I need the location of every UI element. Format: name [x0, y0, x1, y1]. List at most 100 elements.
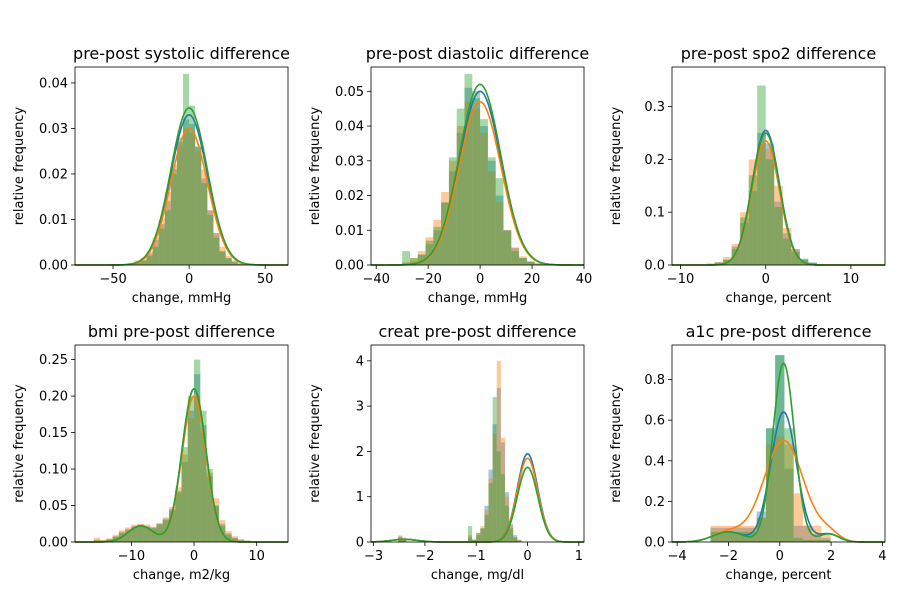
histogram-bar — [194, 360, 200, 542]
y-tick-label: 0.01 — [39, 213, 68, 228]
x-axis-label: change, mmHg — [132, 291, 231, 306]
x-tick-label: 10 — [843, 272, 860, 287]
histogram-bar — [213, 238, 219, 265]
y-tick-label: 0.0 — [644, 259, 665, 274]
y-tick-label: 0.03 — [39, 122, 68, 137]
histogram-bar — [153, 247, 159, 265]
histogram-bar — [794, 538, 803, 542]
x-axis-label: change, percent — [726, 568, 832, 583]
subplot-title: pre-post spo2 difference — [681, 44, 877, 63]
histogram-bar — [775, 355, 784, 542]
y-axis-label: relative frequency — [308, 384, 323, 503]
histogram-bar — [226, 258, 232, 265]
histogram-bar — [766, 159, 775, 265]
histogram-bar — [468, 526, 472, 542]
x-tick-label: 0 — [762, 272, 770, 287]
histogram-bar — [480, 528, 484, 542]
histogram-bar — [757, 85, 766, 265]
x-tick-label: −10 — [118, 549, 145, 564]
y-tick-label: 0.4 — [644, 454, 665, 469]
x-tick-label: 10 — [248, 549, 265, 564]
y-tick-label: 0.04 — [335, 120, 364, 135]
y-tick-label: 0.25 — [39, 353, 68, 368]
x-axis-label: change, percent — [726, 291, 832, 306]
histogram-bar — [171, 169, 177, 265]
x-tick-label: −3 — [364, 549, 383, 564]
x-tick-label: 0 — [476, 272, 484, 287]
x-axis-label: change, mg/dl — [431, 568, 524, 583]
histogram-bar — [489, 483, 493, 542]
histogram-bar — [783, 239, 792, 265]
y-tick-label: 0.0 — [644, 536, 665, 551]
histogram-bar — [484, 515, 488, 542]
x-tick-label: −10 — [667, 272, 694, 287]
histogram-bar — [165, 210, 171, 265]
y-axis-label: relative frequency — [12, 107, 27, 226]
histogram-bar — [493, 397, 497, 542]
y-axis-label: relative frequency — [12, 384, 27, 503]
histogram-bar — [496, 178, 504, 265]
x-tick-label: −2 — [719, 549, 738, 564]
x-tick-label: −20 — [414, 272, 441, 287]
x-tick-label: −2 — [415, 549, 434, 564]
histogram-bar — [138, 526, 144, 542]
x-tick-label: 0 — [185, 272, 193, 287]
subplot-title: pre-post diastolic difference — [366, 44, 590, 63]
y-tick-label: 0.00 — [39, 259, 68, 274]
y-axis-label: relative frequency — [609, 384, 624, 503]
y-tick-label: 0.04 — [39, 76, 68, 91]
y-tick-label: 1 — [356, 490, 364, 505]
histogram-bar — [472, 91, 480, 265]
histogram-bar — [182, 447, 188, 542]
y-tick-label: 2 — [356, 445, 364, 460]
subplot-title: pre-post systolic difference — [73, 44, 290, 63]
histogram-bar — [232, 262, 238, 265]
y-tick-label: 0.20 — [39, 390, 68, 405]
histogram-bar — [201, 183, 207, 265]
y-tick-label: 0.10 — [39, 463, 68, 478]
y-tick-label: 0.02 — [335, 189, 364, 204]
histogram-bar — [511, 251, 519, 265]
x-tick-label: −40 — [362, 272, 389, 287]
x-tick-label: −4 — [668, 549, 687, 564]
histogram-bar — [488, 157, 496, 265]
y-tick-label: 0.03 — [335, 154, 364, 169]
histogram-bar — [207, 215, 213, 265]
y-tick-label: 3 — [356, 400, 364, 415]
histogram-bar — [183, 74, 189, 265]
histogram-bar — [177, 138, 183, 265]
x-tick-label: −50 — [99, 272, 126, 287]
histogram-bar — [497, 451, 501, 542]
histogram-bar — [402, 251, 410, 265]
y-axis-label: relative frequency — [609, 107, 624, 226]
x-axis-label: change, mmHg — [428, 291, 527, 306]
histogram-bar — [476, 533, 480, 542]
subplot-title: bmi pre-post difference — [88, 322, 275, 341]
x-tick-label: 1 — [575, 549, 583, 564]
y-tick-label: 0.3 — [644, 100, 665, 115]
x-tick-label: −1 — [467, 549, 486, 564]
y-tick-label: 0.15 — [39, 426, 68, 441]
y-tick-label: 0 — [356, 536, 364, 551]
histogram-bar — [175, 492, 181, 542]
histogram-bar — [480, 119, 488, 265]
histogram-bar — [774, 207, 783, 265]
histogram-bar — [527, 262, 535, 265]
x-axis-label: change, m2/kg — [133, 568, 230, 583]
x-tick-label: 50 — [257, 272, 274, 287]
subplot-title: a1c pre-post difference — [686, 322, 872, 341]
subplot-title: creat pre-post difference — [379, 322, 577, 341]
y-tick-label: 0.02 — [39, 167, 68, 182]
y-tick-label: 0.05 — [39, 499, 68, 514]
y-tick-label: 0.2 — [644, 153, 665, 168]
histogram-bar — [147, 256, 153, 265]
y-tick-label: 0.00 — [335, 259, 364, 274]
x-tick-label: 4 — [878, 549, 886, 564]
x-tick-label: 0 — [190, 549, 198, 564]
histogram-bar — [509, 528, 513, 542]
histogram-bar — [501, 474, 505, 542]
y-tick-label: 0.8 — [644, 373, 665, 388]
histogram-bar — [195, 147, 201, 265]
y-tick-label: 0.01 — [335, 224, 364, 239]
